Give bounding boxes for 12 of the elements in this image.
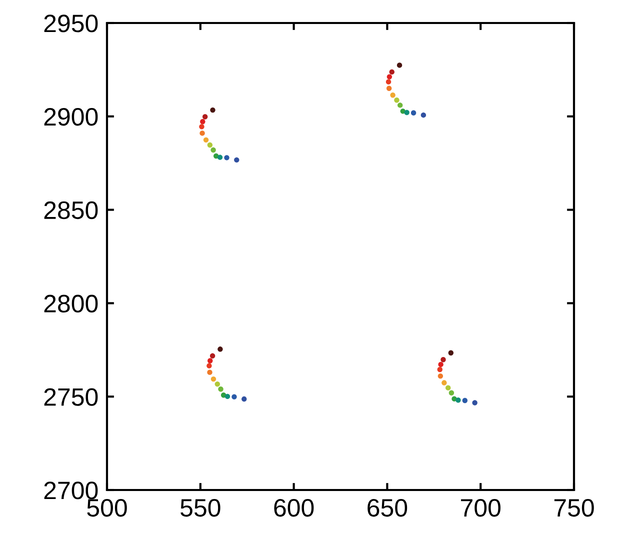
y-tick-label: 2700 bbox=[44, 482, 98, 500]
y-tick-label: 2800 bbox=[44, 294, 98, 313]
y-tick-label: 2900 bbox=[44, 108, 98, 126]
y-tick-label: 2950 bbox=[44, 14, 98, 32]
x-tick-label: 650 bbox=[368, 498, 408, 517]
x-tick-label: 750 bbox=[554, 498, 594, 517]
x-tick-label: 700 bbox=[461, 498, 500, 517]
x-tick-label: 550 bbox=[180, 498, 220, 517]
x-tick-label: 600 bbox=[274, 498, 314, 517]
y-tick-label: 2850 bbox=[44, 201, 98, 220]
x-tick-label: 500 bbox=[87, 498, 127, 517]
y-tick-label: 2750 bbox=[44, 388, 98, 406]
